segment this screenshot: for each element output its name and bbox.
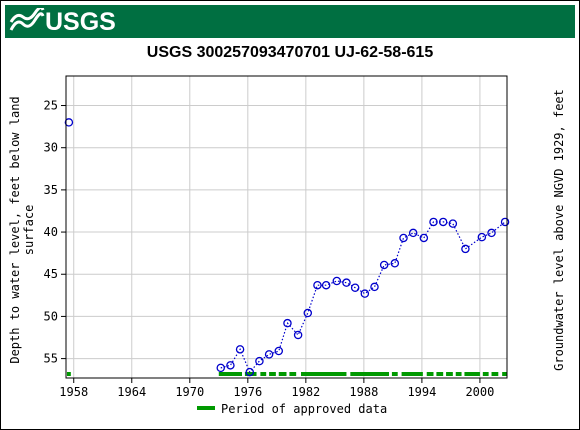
legend-label: Period of approved data <box>221 402 387 416</box>
data-point <box>399 233 408 243</box>
y-left-tick-label: 45 <box>44 267 58 281</box>
usgs-logo-icon <box>9 8 45 31</box>
approved-period-bar <box>436 372 444 376</box>
data-point <box>264 350 274 359</box>
approved-period-bar <box>244 372 257 376</box>
y-left-tick-label: 40 <box>44 225 58 239</box>
approved-period-bar <box>491 372 499 376</box>
x-tick-label: 1964 <box>117 385 146 399</box>
x-axis-ticks: 1958 1964 1970 1976 1982 1988 1994 2000 <box>59 378 494 399</box>
approved-period-bar <box>301 372 347 376</box>
y-left-tick-label: 55 <box>44 352 58 366</box>
data-point <box>235 345 245 354</box>
data-point <box>313 280 322 290</box>
legend: Period of approved data <box>197 402 387 416</box>
approved-period-bar <box>278 372 287 376</box>
approved-period-bar <box>482 372 489 376</box>
x-tick-label: 1970 <box>175 385 204 399</box>
data-point <box>477 232 487 242</box>
y-left-axis-label-line1: Depth to water level, feet below land <box>8 96 22 363</box>
approved-periods <box>66 372 507 376</box>
x-tick-label: 1976 <box>233 385 262 399</box>
approved-period-bar <box>464 372 480 376</box>
approved-period-bar <box>269 372 276 376</box>
x-tick-label: 1988 <box>349 385 378 399</box>
data-point <box>350 283 360 292</box>
series-points <box>64 118 510 377</box>
data-point <box>500 217 510 227</box>
y-left-tick-label: 35 <box>44 183 58 197</box>
y-right-axis-label: Groundwater level above NGVD 1929, feet <box>552 89 566 371</box>
data-point <box>274 346 284 356</box>
data-point <box>379 260 389 270</box>
data-point <box>419 233 429 243</box>
usgs-banner: USGS <box>5 5 575 38</box>
x-tick-label: 1994 <box>407 385 436 399</box>
plot-area-border <box>65 75 508 379</box>
data-point <box>332 276 342 286</box>
data-point <box>321 280 331 290</box>
approved-period-bar <box>391 372 398 376</box>
data-point <box>245 367 254 377</box>
approved-period-bar <box>502 372 507 376</box>
grid-lines <box>66 76 507 378</box>
y-left-axis-ticks: 25 30 35 40 45 50 55 <box>44 99 66 366</box>
legend-swatch <box>197 406 215 410</box>
x-tick-label: 1958 <box>59 385 88 399</box>
data-point <box>370 282 379 292</box>
approved-period-bar <box>350 372 390 376</box>
approved-period-bar <box>426 372 434 376</box>
data-point <box>438 217 448 227</box>
data-point <box>255 356 264 366</box>
y-left-tick-label: 50 <box>44 309 58 323</box>
data-point <box>226 361 235 370</box>
data-point <box>429 217 438 227</box>
data-point <box>360 289 370 298</box>
y-left-axis-label-line2: surface <box>22 205 36 256</box>
data-point <box>64 118 74 127</box>
y-left-tick-label: 30 <box>44 141 58 155</box>
data-point <box>342 278 351 287</box>
data-point <box>448 219 458 228</box>
data-point <box>216 363 225 373</box>
chart-title: USGS 300257093470701 UJ-62-58-615 <box>146 44 434 61</box>
data-point <box>390 259 400 268</box>
approved-period-bar <box>66 372 71 376</box>
x-tick-label: 2000 <box>465 385 494 399</box>
approved-period-bar <box>218 372 243 376</box>
x-tick-label: 1982 <box>291 385 320 399</box>
approved-period-bar <box>455 372 462 376</box>
data-point <box>303 308 313 318</box>
approved-period-bar <box>446 372 453 376</box>
data-point <box>461 244 470 254</box>
approved-period-bar <box>289 372 297 376</box>
approved-period-bar <box>401 372 423 376</box>
usgs-logo-text: USGS <box>45 8 116 36</box>
approved-period-bar <box>260 372 267 376</box>
data-point <box>283 318 292 328</box>
data-point <box>408 228 418 238</box>
data-point <box>293 330 303 340</box>
y-left-tick-label: 25 <box>44 99 58 113</box>
data-point <box>487 228 496 238</box>
